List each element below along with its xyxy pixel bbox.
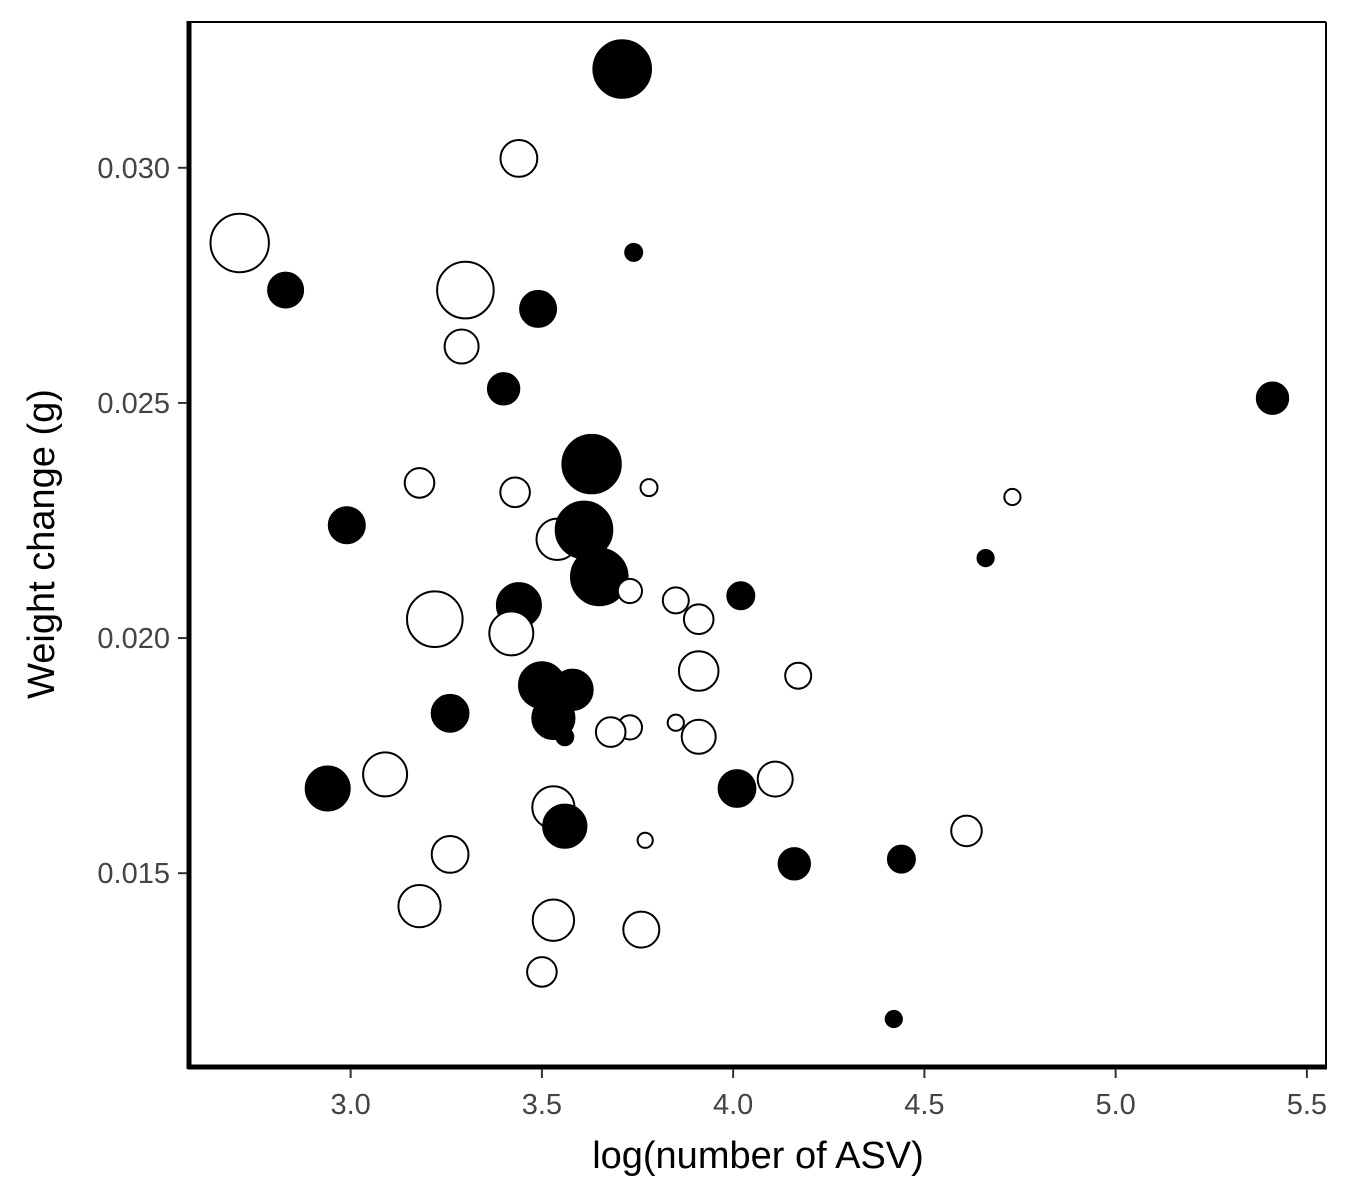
filled-point-47 xyxy=(886,844,916,874)
open-point-14 xyxy=(1003,487,1022,507)
open-point-13 xyxy=(499,476,531,509)
filled-point-43 xyxy=(542,803,588,849)
open-point-44 xyxy=(950,814,983,848)
x-tick-label: 3.0 xyxy=(330,1089,370,1121)
open-point-50 xyxy=(531,898,576,942)
open-point-46 xyxy=(430,835,470,874)
points-layer xyxy=(209,39,1290,1029)
open-point-33 xyxy=(666,713,685,732)
filled-point-53 xyxy=(884,1009,903,1029)
x-ticks: 3.0 3.5 4.0 4.5 5.0 5.5 xyxy=(330,1069,1327,1121)
open-point-39 xyxy=(756,760,794,798)
filled-point-41 xyxy=(717,769,757,808)
y-tick-label: 0.015 xyxy=(97,858,170,890)
filled-point-31 xyxy=(430,693,470,733)
open-point-49 xyxy=(397,884,442,929)
open-point-28 xyxy=(784,661,813,690)
x-tick-label: 4.0 xyxy=(713,1089,753,1121)
open-point-52 xyxy=(526,956,558,988)
filled-point-10 xyxy=(561,433,622,495)
filled-point-8 xyxy=(486,372,521,406)
open-point-7 xyxy=(443,328,480,365)
open-point-5 xyxy=(436,260,495,320)
open-point-38 xyxy=(362,751,409,798)
filled-point-3 xyxy=(624,242,644,262)
open-point-24 xyxy=(682,603,715,636)
filled-point-21 xyxy=(726,581,756,611)
x-tick-label: 4.5 xyxy=(904,1089,944,1121)
open-point-11 xyxy=(403,467,436,499)
filled-point-18 xyxy=(976,549,995,568)
filled-point-0 xyxy=(592,39,653,99)
open-point-2 xyxy=(209,212,270,274)
x-tick-label: 5.0 xyxy=(1095,1089,1135,1121)
open-point-45 xyxy=(636,831,654,849)
filled-point-48 xyxy=(777,847,811,881)
y-ticks: 0.015 0.020 0.025 0.030 xyxy=(97,153,187,890)
open-point-51 xyxy=(622,910,661,949)
y-tick-label: 0.025 xyxy=(97,388,170,420)
open-point-22 xyxy=(661,586,690,615)
filled-point-40 xyxy=(304,765,351,812)
open-point-27 xyxy=(677,650,720,692)
filled-point-19 xyxy=(570,547,629,607)
filled-point-6 xyxy=(519,289,558,328)
x-axis-title: log(number of ASV) xyxy=(592,1135,924,1177)
open-point-1 xyxy=(499,139,539,178)
open-point-12 xyxy=(639,478,659,498)
open-point-26 xyxy=(488,610,535,657)
filled-point-4 xyxy=(267,271,305,309)
axes-layer xyxy=(186,21,1327,1070)
x-tick-label: 3.5 xyxy=(522,1089,562,1121)
filled-point-37 xyxy=(555,727,575,747)
y-tick-label: 0.020 xyxy=(97,623,170,655)
y-tick-label: 0.030 xyxy=(97,153,170,185)
open-point-35 xyxy=(594,716,627,748)
open-point-25 xyxy=(406,590,464,649)
y-axis-title: Weight change (g) xyxy=(21,389,63,699)
filled-point-9 xyxy=(1255,381,1290,415)
open-point-20 xyxy=(616,577,644,605)
filled-point-15 xyxy=(327,506,366,545)
open-point-36 xyxy=(680,718,717,755)
x-tick-label: 5.5 xyxy=(1287,1089,1327,1121)
